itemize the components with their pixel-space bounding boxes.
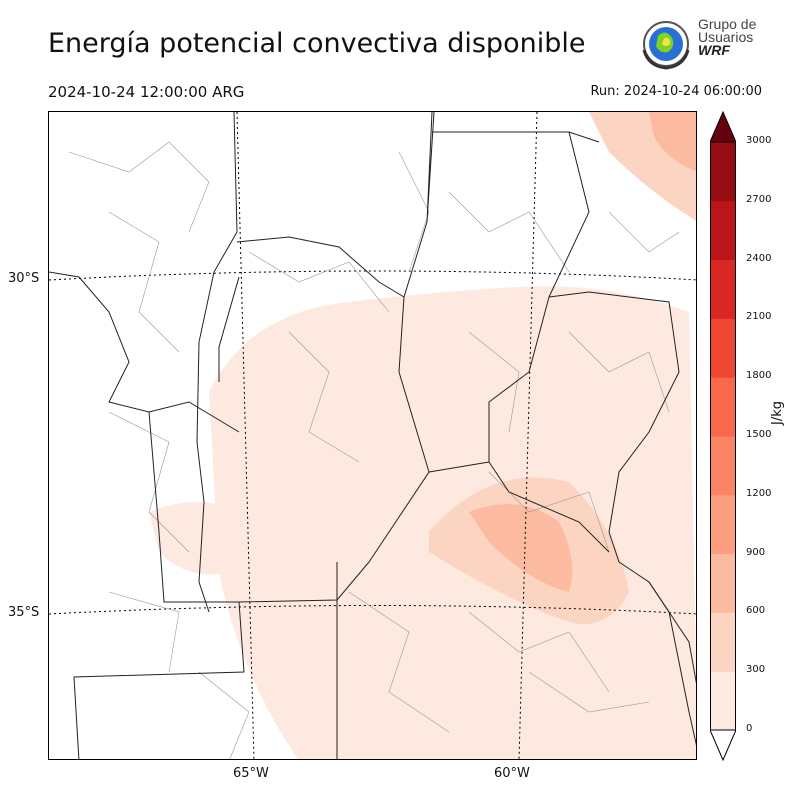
colorbar-tick-label: 2100 xyxy=(746,311,772,323)
colorbar-tick-label: 2700 xyxy=(746,193,772,205)
run-time: Run: 2024-10-24 06:00:00 xyxy=(590,84,762,99)
lat-label-35s: 35°S xyxy=(8,605,40,620)
colorbar-tick-label: 3000 xyxy=(746,135,772,146)
cape-shading xyxy=(149,112,696,759)
lon-label-65w: 65°W xyxy=(233,766,269,781)
colorbar-frame xyxy=(710,141,736,731)
colorbar-tick-label: 2400 xyxy=(746,252,772,264)
colorbar-band xyxy=(710,671,736,731)
colorbar-band xyxy=(710,377,736,437)
colorbar-tick-label: 300 xyxy=(746,664,766,676)
colorbar-band xyxy=(710,318,736,378)
lat-label-30s: 30°S xyxy=(8,271,40,286)
colorbar-min-triangle xyxy=(710,729,736,762)
map-canvas xyxy=(49,112,696,759)
colorbar-band xyxy=(710,553,736,613)
logo-line-1: Grupo de xyxy=(698,16,757,32)
colorbar-band xyxy=(710,259,736,319)
valid-time: 2024-10-24 12:00:00 ARG xyxy=(48,83,245,101)
logo: Grupo de Usuarios WRF xyxy=(638,16,778,72)
colorbar xyxy=(710,110,736,762)
colorbar-band xyxy=(710,200,736,261)
colorbar-tick-label: 1500 xyxy=(746,429,772,440)
globe-logo-icon xyxy=(642,21,690,70)
department-boundaries xyxy=(68,141,680,759)
colorbar-band xyxy=(710,436,736,496)
colorbar-band xyxy=(710,142,736,202)
logo-line-3: WRF xyxy=(698,42,730,58)
colorbar-tick-label: 0 xyxy=(746,723,753,734)
graticule xyxy=(49,112,696,759)
colorbar-tick-label: 1200 xyxy=(746,487,772,499)
colorbar-tick-label: 900 xyxy=(746,546,766,558)
colorbar-tick-label: 600 xyxy=(746,605,766,617)
cape-map xyxy=(48,111,697,760)
lon-label-60w: 60°W xyxy=(494,766,530,781)
colorbar-band xyxy=(710,612,736,672)
logo-line-2: Usuarios xyxy=(698,29,754,45)
map-title: Energía potencial convectiva disponible xyxy=(48,28,586,59)
colorbar-label: J/kg xyxy=(770,401,785,425)
colorbar-band xyxy=(710,494,736,555)
province-boundaries xyxy=(49,112,696,759)
colorbar-max-triangle xyxy=(710,110,736,143)
colorbar-tick-label: 1800 xyxy=(746,370,772,382)
